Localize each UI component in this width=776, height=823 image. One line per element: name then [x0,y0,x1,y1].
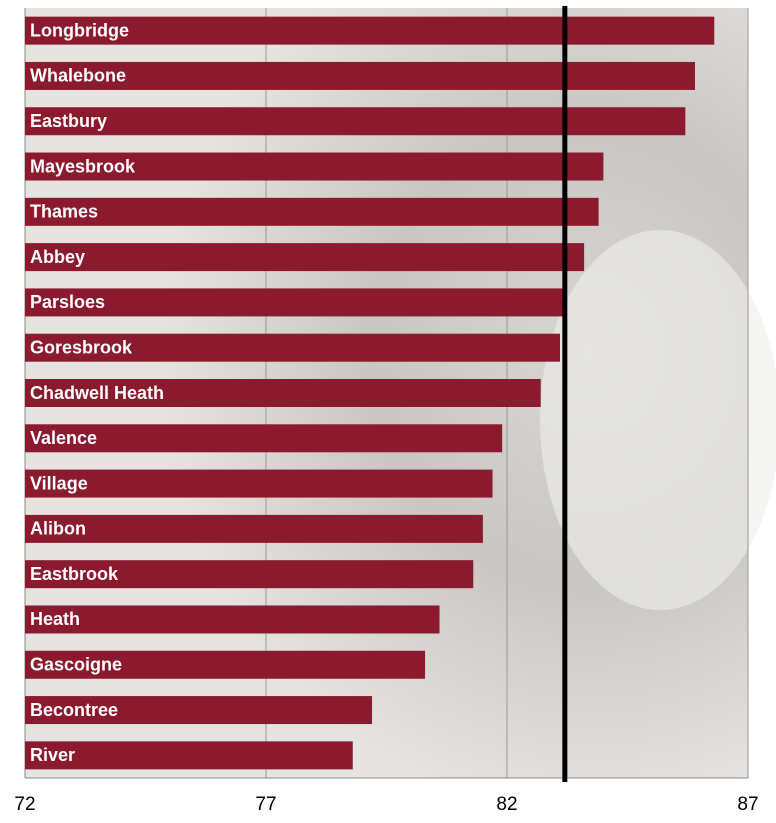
bar [25,379,541,407]
bar [25,152,604,181]
bar [25,107,686,136]
bar-label: Longbridge [30,20,129,40]
background-face [540,230,776,610]
bar-label: Goresbrook [30,337,133,357]
bar [25,560,474,589]
bar [25,424,503,453]
bar-label: Parsloes [30,292,105,312]
x-tick-label: 77 [255,794,276,815]
bar-label: Alibon [30,519,86,539]
bar-label: Gascoigne [30,655,122,675]
bar [25,16,715,45]
x-tick-label: 87 [737,794,758,815]
bar-label: Village [30,473,88,493]
bar-label: Thames [30,202,98,222]
bar-label: Whalebone [30,66,126,86]
bar-label: Abbey [30,247,85,267]
bar-label: Chadwell Heath [30,383,164,403]
bar [25,650,426,679]
bar-label: Valence [30,428,97,448]
bar-label: Eastbury [30,111,107,131]
bar [25,243,585,272]
bar-label: Mayesbrook [30,156,136,176]
bar [25,514,483,543]
bar-label: Heath [30,609,80,629]
bar [25,741,353,770]
x-tick-label: 82 [496,794,517,815]
bar [25,61,695,90]
bar [25,333,561,362]
bar [25,288,565,317]
bar-label: Becontree [30,700,118,720]
bar [25,696,373,725]
bar-label: River [30,745,75,765]
bar [25,605,440,634]
bar [25,197,599,226]
bar [25,469,493,498]
x-tick-label: 72 [14,794,35,815]
bar-label: Eastbrook [30,564,119,584]
